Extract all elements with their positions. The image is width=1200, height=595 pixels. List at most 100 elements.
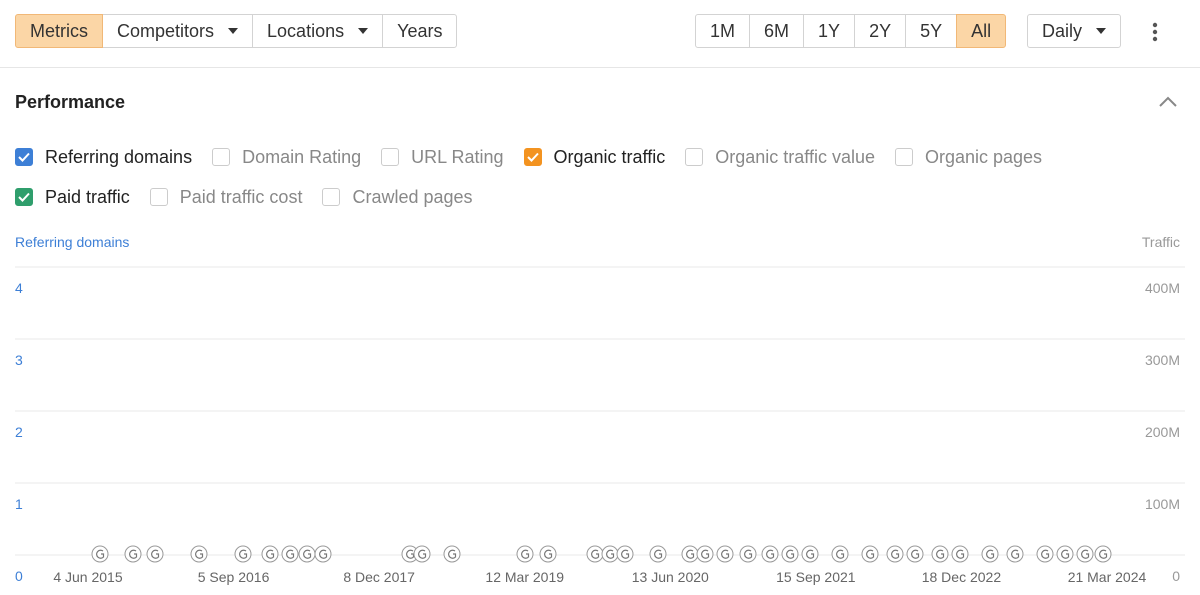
annotation-marker xyxy=(981,545,999,563)
annotation-icon xyxy=(151,549,160,559)
checkbox xyxy=(685,148,704,166)
tab-button[interactable]: Years xyxy=(382,14,458,48)
x-tick-label: 21 Mar 2024 xyxy=(1068,569,1147,585)
y2-tick-label: 200M xyxy=(1145,424,1180,440)
annotation-icon xyxy=(766,549,775,559)
range-button[interactable]: All xyxy=(956,14,1007,48)
range-button[interactable]: 5Y xyxy=(905,14,958,48)
annotation-marker xyxy=(861,545,879,563)
annotation-marker xyxy=(931,545,949,563)
x-tick-label: 4 Jun 2015 xyxy=(53,569,122,585)
annotation-icon xyxy=(521,549,530,559)
checkbox xyxy=(149,188,168,206)
more-menu[interactable] xyxy=(1148,20,1162,44)
checkbox xyxy=(523,148,542,166)
y-axis-title: Referring domains xyxy=(15,234,129,250)
metric-label: Crawled pages xyxy=(352,186,473,207)
y-tick-label: 3 xyxy=(15,352,23,368)
metric-checkbox[interactable]: Paid traffic xyxy=(15,183,130,211)
range-button[interactable]: 1Y xyxy=(803,14,856,48)
annotation-marker xyxy=(906,545,924,563)
annotation-marker xyxy=(1076,545,1094,563)
tab-label: Metrics xyxy=(30,20,88,41)
annotation-icon xyxy=(786,549,795,559)
annotation-marker xyxy=(413,545,431,563)
annotation-marker xyxy=(190,545,208,563)
annotation-marker xyxy=(539,545,557,563)
annotation-icon xyxy=(239,549,248,559)
annotation-icon xyxy=(686,549,695,559)
annotation-icon xyxy=(744,549,753,559)
y-tick-label: 1 xyxy=(15,496,23,512)
range-label: 6M xyxy=(764,20,790,41)
check-icon xyxy=(526,152,539,162)
interval-dropdown[interactable]: Daily xyxy=(1027,14,1122,48)
annotation-icon xyxy=(1041,549,1050,559)
metric-checkbox[interactable]: Domain Rating xyxy=(212,143,361,171)
checkbox xyxy=(381,148,400,166)
y2-tick-label: 300M xyxy=(1145,352,1180,368)
annotation-marker xyxy=(761,545,779,563)
metric-checkbox[interactable]: Referring domains xyxy=(15,143,192,171)
annotation-marker xyxy=(696,545,714,563)
range-button[interactable]: 6M xyxy=(749,14,805,48)
annotation-icon xyxy=(866,549,875,559)
metric-checkbox[interactable]: Organic traffic xyxy=(523,143,665,171)
annotation-marker xyxy=(91,545,109,563)
caret-icon xyxy=(358,28,369,34)
range-label: 1Y xyxy=(818,20,841,41)
annotation-marker xyxy=(739,545,757,563)
annotation-icon xyxy=(701,549,710,559)
y-tick-label: 0 xyxy=(15,568,23,584)
annotation-icon xyxy=(1099,549,1108,559)
annotation-marker xyxy=(1006,545,1024,563)
metric-label: Domain Rating xyxy=(242,146,362,167)
annotation-icon xyxy=(319,549,328,559)
metric-label: Paid traffic cost xyxy=(179,186,303,207)
metric-checkbox[interactable]: Organic traffic value xyxy=(685,143,875,171)
annotation-icon xyxy=(406,549,415,559)
metric-checkbox[interactable]: URL Rating xyxy=(381,143,504,171)
interval-label: Daily xyxy=(1042,20,1083,41)
tab-button[interactable]: Metrics xyxy=(15,14,103,48)
range-button[interactable]: 1M xyxy=(695,14,751,48)
annotation-icon xyxy=(418,549,427,559)
metric-checkbox[interactable]: Crawled pages xyxy=(322,183,473,211)
x-tick-label: 18 Dec 2022 xyxy=(922,569,1002,585)
annotation-marker xyxy=(516,545,534,563)
annotation-marker xyxy=(831,545,849,563)
annotation-icon xyxy=(303,549,312,559)
metric-checkbox[interactable]: Organic pages xyxy=(894,143,1042,171)
checkbox xyxy=(212,148,231,166)
annotation-marker xyxy=(601,545,619,563)
tab-button[interactable]: Locations xyxy=(252,14,384,48)
checkbox xyxy=(15,148,33,166)
annotation-icon xyxy=(1011,549,1020,559)
annotation-marker xyxy=(801,545,819,563)
collapse-button[interactable] xyxy=(1158,95,1178,109)
range-button[interactable]: 2Y xyxy=(854,14,907,48)
annotation-icon xyxy=(129,549,138,559)
metric-label: Organic traffic value xyxy=(715,146,875,167)
annotation-marker xyxy=(146,545,164,563)
annotation-marker xyxy=(616,545,634,563)
y2-tick-label: 400M xyxy=(1145,280,1180,296)
y-tick-label: 2 xyxy=(15,424,23,440)
range-label: 2Y xyxy=(869,20,892,41)
annotation-icon xyxy=(806,549,815,559)
annotation-marker xyxy=(951,545,969,563)
annotation-icon xyxy=(195,549,204,559)
metric-label: URL Rating xyxy=(411,146,504,167)
divider xyxy=(0,67,1200,68)
range-label: 5Y xyxy=(920,20,943,41)
annotation-marker xyxy=(886,545,904,563)
annotation-icon xyxy=(448,549,457,559)
annotation-icon xyxy=(606,549,615,559)
y2-tick-label: 100M xyxy=(1145,496,1180,512)
x-tick-label: 13 Jun 2020 xyxy=(632,569,709,585)
tab-label: Years xyxy=(397,20,443,41)
metric-checkbox[interactable]: Paid traffic cost xyxy=(149,183,303,211)
annotation-icon xyxy=(591,549,600,559)
checkbox xyxy=(15,188,33,206)
